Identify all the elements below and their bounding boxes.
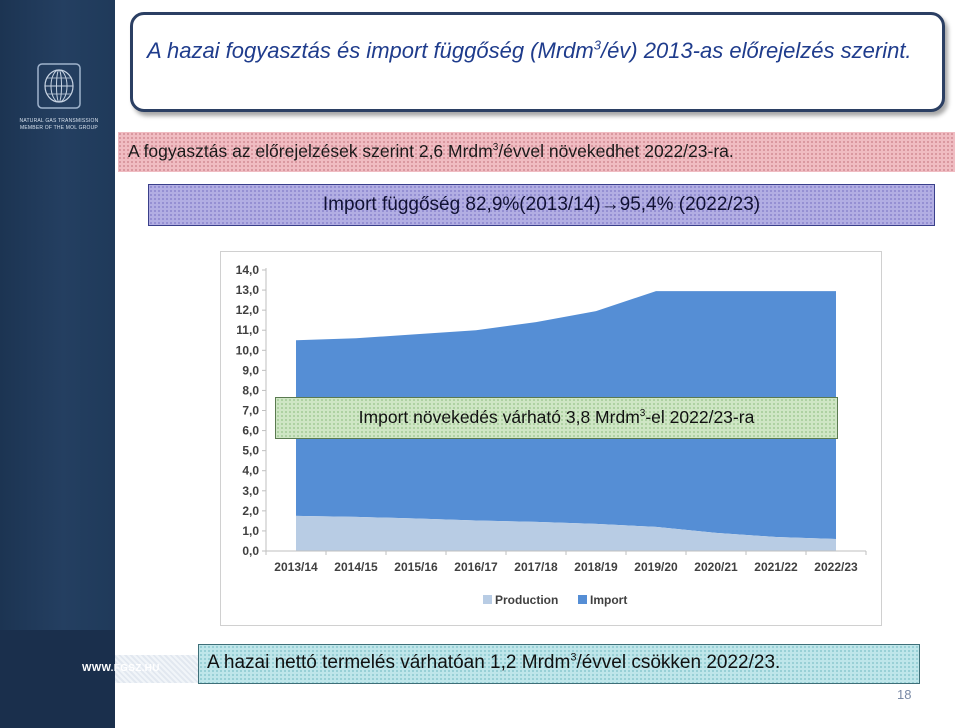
x-tick-label: 2022/23 [814,560,858,574]
y-tick-label: 11,0 [236,323,259,337]
consumption-note: A fogyasztás az előrejelzések szerint 2,… [128,141,734,161]
y-tick-label: 9,0 [242,363,259,377]
import-growth-box: Import növekedés várható 3,8 Mrdm3-el 20… [275,397,838,439]
sidebar-footer [0,630,115,728]
y-tick-label: 8,0 [242,383,259,397]
title-box: A hazai fogyasztás és import függőség (M… [130,12,945,112]
y-tick-label: 7,0 [242,404,259,418]
y-tick-label: 4,0 [242,464,259,478]
import-dependency-text: Import függőség 82,9%(2013/14)→95,4% (20… [322,194,761,215]
logo-globe-icon [37,63,81,109]
x-tick-label: 2019/20 [634,560,678,574]
website-link[interactable]: WWW.FGSZ.HU [82,663,160,674]
legend-swatch-production [483,595,492,604]
y-tick-label: 14,0 [236,263,260,277]
x-tick-label: 2016/17 [454,560,498,574]
production-note-box: A hazai nettó termelés várhatóan 1,2 Mrd… [198,644,920,684]
x-tick-label: 2018/19 [574,560,618,574]
logo-line-1: NATURAL GAS TRANSMISSION [19,118,99,124]
x-tick-label: 2017/18 [514,560,558,574]
page-number: 18 [897,687,912,702]
y-tick-label: 1,0 [242,524,259,538]
y-tick-label: 3,0 [242,484,259,498]
import-dependency-box: Import függőség 82,9%(2013/14)→95,4% (20… [148,184,935,226]
x-tick-label: 2013/14 [274,560,318,574]
legend-swatch-import [578,595,587,604]
y-tick-label: 13,0 [236,283,260,297]
slide-title: A hazai fogyasztás és import függőség (M… [147,37,912,63]
legend-label-production: Production [495,593,558,607]
logo-line-2: MEMBER OF THE MOL GROUP [20,125,98,131]
import-growth-text: Import növekedés várható 3,8 Mrdm3-el 20… [358,407,755,427]
y-tick-label: 12,0 [236,303,260,317]
consumption-note-band: A fogyasztás az előrejelzések szerint 2,… [118,132,955,172]
production-note-text: A hazai nettó termelés várhatóan 1,2 Mrd… [207,651,781,673]
x-tick-label: 2020/21 [694,560,738,574]
area-chart: 0,0 1,0 2,0 3,0 4,0 5,0 6,0 7,0 8,0 9,0 10,0 11,0 12… [236,263,867,607]
y-tick-label: 2,0 [242,504,259,518]
x-tick-label: 2021/22 [754,560,798,574]
series-production-area [296,515,836,551]
x-tick-label: 2014/15 [334,560,378,574]
arrow-right-icon: → [600,194,620,215]
legend-label-import: Import [590,593,627,607]
y-tick-label: 6,0 [242,424,259,438]
x-tick-label: 2015/16 [394,560,438,574]
sidebar [0,0,115,728]
y-tick-label: 10,0 [236,343,260,357]
y-tick-label: 5,0 [242,444,259,458]
y-tick-label: 0,0 [242,544,259,558]
